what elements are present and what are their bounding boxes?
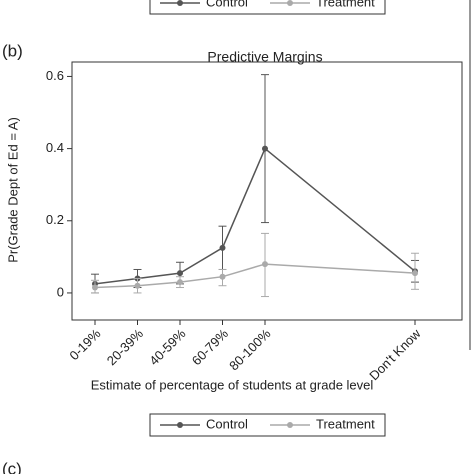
legend-label: Control [206, 416, 248, 431]
panel-label: (c) [2, 459, 22, 474]
panel-label: (b) [2, 41, 23, 60]
y-tick-label: 0 [57, 284, 64, 299]
x-tick-label: 20-39% [104, 326, 147, 369]
legend-box [149, 413, 386, 437]
legend-label: Treatment [316, 416, 375, 431]
point [219, 244, 226, 251]
point [412, 270, 418, 277]
legend-swatch [177, 422, 183, 428]
y-tick-label: 0.6 [46, 68, 64, 83]
series-line [94, 147, 416, 285]
point [177, 279, 183, 286]
y-tick-label: 0.2 [46, 212, 64, 227]
point [177, 270, 183, 277]
plot-frame [71, 61, 463, 321]
y-axis-label: Pr(Grade Dept of Ed = A) [5, 117, 20, 263]
x-tick-label: 60-79% [189, 326, 232, 369]
point [262, 145, 268, 152]
series-line [94, 263, 416, 289]
chart-title: Predictive Margins [207, 49, 322, 65]
legend-swatch [177, 0, 183, 6]
point [92, 284, 98, 291]
x-tick-label: 80-100% [226, 326, 274, 374]
point [219, 273, 226, 280]
point [134, 282, 141, 289]
legend-box [149, 0, 386, 15]
x-tick-label: 0-19% [66, 326, 103, 363]
x-axis-label: Estimate of percentage of students at gr… [91, 377, 374, 392]
point [262, 261, 268, 268]
x-tick-label: Don't Know [366, 326, 424, 384]
y-tick-label: 0.4 [46, 140, 64, 155]
legend-label: Treatment [316, 0, 375, 9]
x-tick-label: 40-59% [146, 326, 189, 369]
legend-swatch [287, 422, 293, 428]
legend-label: Control [206, 0, 248, 9]
legend-swatch [287, 0, 293, 6]
